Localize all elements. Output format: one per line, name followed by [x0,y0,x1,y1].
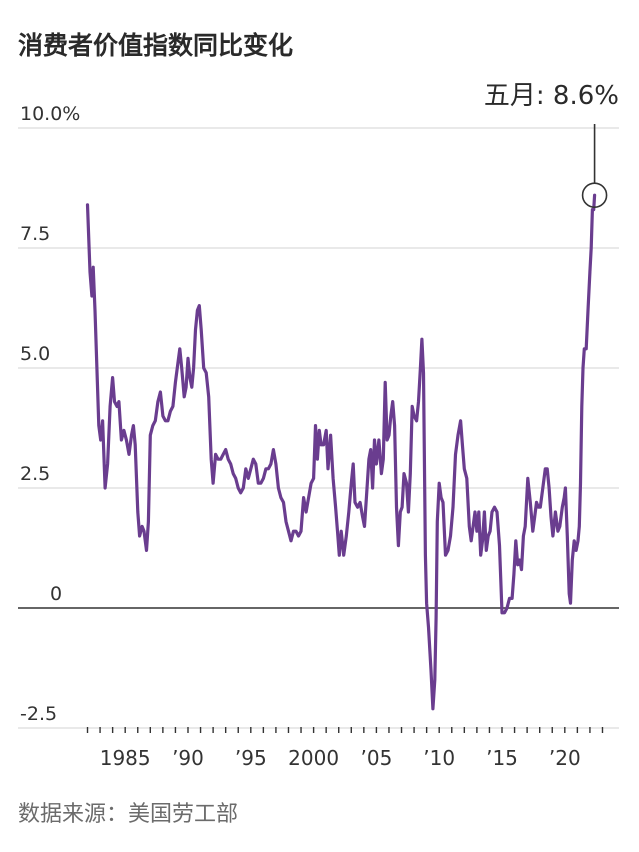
y-tick-label-1: 7.5 [20,223,50,245]
x-tick-label-1: ’90 [172,746,204,770]
x-axis: 1985 ’90 ’95 2000 ’05 ’10 ’15 ’20 [88,727,603,770]
x-tick-label-5: ’10 [423,746,455,770]
y-tick-label-3: 2.5 [20,463,50,485]
x-tick-label-4: ’05 [360,746,392,770]
x-tick-label-2: ’95 [235,746,267,770]
x-tick-label-7: ’20 [549,746,581,770]
x-tick-label-3: 2000 [288,746,339,770]
y-tick-label-2: 5.0 [20,343,50,365]
source-note: 数据来源：美国劳工部 [18,796,238,828]
y-tick-label-5: -2.5 [20,703,57,725]
x-tick-label-6: ’15 [486,746,518,770]
y-tick-label-0: 10.0% [20,103,80,125]
annotation-label: 五月: 8.6% [484,81,619,111]
y-axis-tick-labels: 10.0% 7.5 5.0 2.5 0 -2.5 [20,103,80,725]
cpi-series-line [88,195,595,709]
y-tick-label-4: 0 [50,583,62,605]
x-tick-label-0: 1985 [100,746,151,770]
latest-value-annotation: 五月: 8.6% [484,81,619,207]
